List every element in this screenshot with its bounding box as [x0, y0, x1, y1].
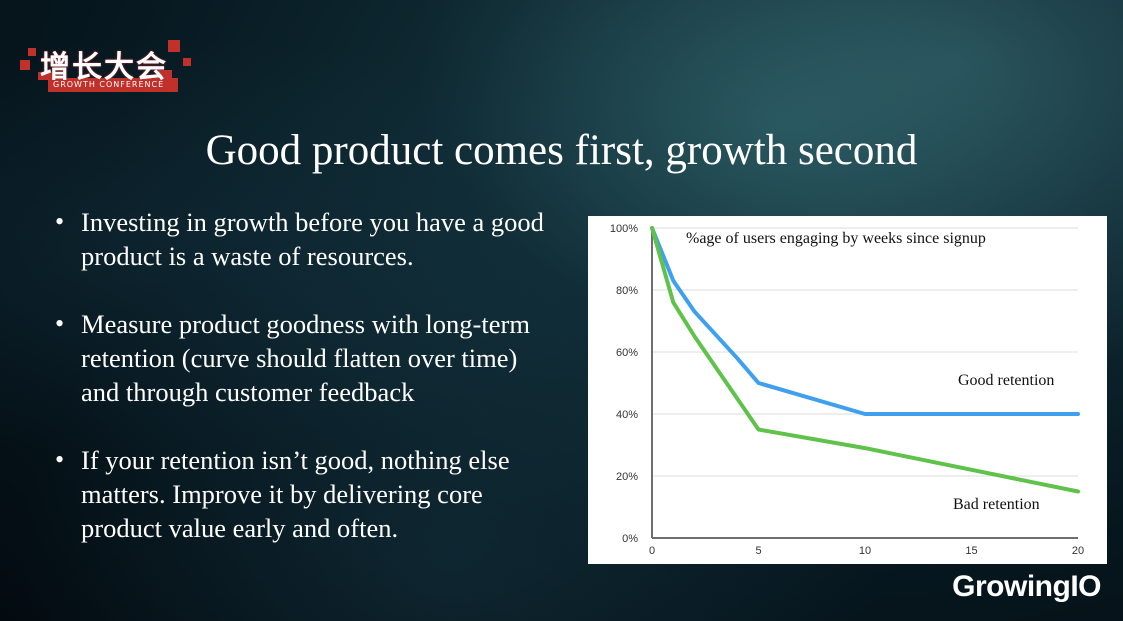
chart-title: %age of users engaging by weeks since si…	[686, 230, 986, 247]
series-label-good: Good retention	[958, 372, 1054, 389]
y-tick-label: 100%	[610, 223, 638, 235]
retention-chart: 0% 20% 40% 60% 80% 100% 0 5 10 15 20 %age of users …	[588, 216, 1107, 564]
x-tick-label: 10	[859, 545, 871, 557]
bullet-item: Measure product goodness with long-term …	[55, 307, 555, 409]
brand-logo: GrowingIO	[952, 570, 1101, 603]
x-tick-label: 20	[1072, 545, 1084, 557]
bad-retention-line	[650, 226, 1080, 494]
bullet-list: Investing in growth before you have a go…	[55, 205, 555, 579]
y-tick-label: 20%	[616, 471, 638, 483]
y-tick-label: 60%	[616, 347, 638, 359]
x-tick-label: 5	[755, 545, 761, 557]
series-label-bad: Bad retention	[953, 496, 1040, 513]
bullet-item: Investing in growth before you have a go…	[55, 205, 555, 273]
logo-chinese-text: 增长大会	[40, 50, 168, 85]
good-retention-line	[650, 226, 1080, 416]
y-tick-label: 0%	[622, 533, 638, 545]
y-tick-label: 40%	[616, 409, 638, 421]
retention-chart-svg: 0% 20% 40% 60% 80% 100% 0 5 10 15 20 %age of users …	[610, 223, 1084, 557]
y-tick-label: 80%	[616, 285, 638, 297]
slide-title: Good product comes first, growth second	[205, 127, 918, 174]
conference-logo: 增长大会 GROWTH CONFERENCE	[18, 20, 203, 100]
x-tick-label: 0	[649, 545, 655, 557]
bullet-item: If your retention isn’t good, nothing el…	[55, 443, 555, 545]
x-tick-label: 15	[965, 545, 977, 557]
logo-english-text: GROWTH CONFERENCE	[53, 80, 165, 89]
